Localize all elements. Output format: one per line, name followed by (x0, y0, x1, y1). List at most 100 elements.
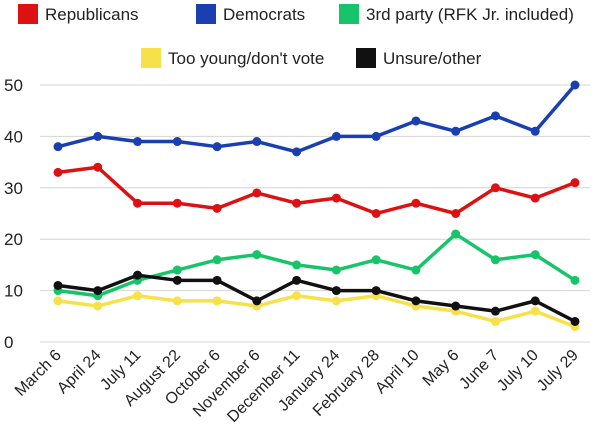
data-point (451, 126, 461, 136)
x-tick-label: July 10 (494, 347, 542, 395)
y-tick-label: 10 (4, 282, 23, 301)
data-point (490, 316, 500, 326)
series-line (56, 293, 577, 329)
y-tick-label: 20 (4, 230, 23, 249)
series-4 (53, 270, 580, 326)
legend-label: Democrats (223, 5, 305, 24)
data-point (331, 296, 341, 306)
data-point (252, 250, 262, 260)
data-point (212, 296, 222, 306)
legend-swatch (356, 48, 376, 68)
legend-item: 3rd party (RFK Jr. included) (339, 4, 574, 24)
data-point (451, 301, 461, 311)
data-point (93, 162, 103, 172)
data-point (530, 126, 540, 136)
grid-lines (40, 84, 590, 343)
data-point (331, 131, 341, 141)
data-point (93, 286, 103, 296)
series-1 (53, 80, 580, 157)
data-point (292, 291, 302, 301)
data-point (53, 296, 63, 306)
data-point (53, 142, 63, 152)
data-point (292, 260, 302, 270)
x-tick-label: April 10 (372, 347, 422, 397)
data-point (212, 275, 222, 285)
data-point (252, 137, 262, 147)
data-point (371, 209, 381, 218)
legend-item: Republicans (18, 4, 139, 24)
data-point (570, 316, 580, 326)
legend-item: Too young/don't vote (141, 48, 324, 68)
legend-item: Unsure/other (356, 48, 482, 68)
data-point (212, 203, 222, 213)
data-point (172, 265, 182, 275)
data-point (212, 142, 222, 152)
data-point (411, 265, 421, 275)
legend-label: Too young/don't vote (168, 49, 324, 68)
data-point (172, 296, 182, 306)
data-point (252, 188, 262, 198)
series-line (56, 165, 577, 216)
data-point (172, 137, 182, 147)
data-point (371, 255, 381, 265)
data-point (530, 296, 540, 306)
x-tick-label: July 29 (534, 347, 582, 395)
data-point (53, 167, 63, 177)
y-tick-label: 0 (4, 333, 13, 352)
series-line (56, 232, 577, 298)
x-tick-label: June 7 (456, 347, 502, 393)
x-tick-label: May 6 (420, 347, 463, 390)
legend-item: Democrats (196, 4, 305, 24)
data-point (53, 280, 63, 290)
data-point (133, 137, 143, 147)
y-tick-label: 50 (4, 76, 23, 95)
data-point (212, 255, 222, 265)
data-point (172, 275, 182, 285)
legend-swatch (339, 4, 359, 24)
data-point (530, 306, 540, 316)
y-tick-label: 30 (4, 179, 23, 198)
legend-swatch (196, 4, 216, 24)
legend-label: 3rd party (RFK Jr. included) (366, 5, 574, 24)
data-point (331, 265, 341, 275)
series-line (56, 273, 577, 324)
data-point (292, 198, 302, 208)
data-point (490, 255, 500, 265)
x-tick-label: March 6 (12, 347, 65, 400)
data-point (133, 270, 143, 280)
data-point (530, 193, 540, 203)
data-point (490, 111, 500, 121)
x-tick-label: April 24 (54, 347, 104, 397)
data-point (570, 178, 580, 188)
data-point (490, 183, 500, 193)
data-point (252, 296, 262, 306)
legend-swatch (18, 4, 38, 24)
data-point (133, 198, 143, 208)
data-point (93, 301, 103, 311)
data-point (371, 286, 381, 296)
data-point (172, 198, 182, 208)
legend-swatch (141, 48, 161, 68)
data-point (451, 209, 461, 218)
data-point (331, 193, 341, 203)
data-point (570, 275, 580, 285)
data-point (133, 291, 143, 301)
data-point (570, 80, 580, 90)
data-point (331, 286, 341, 296)
data-point (292, 147, 302, 157)
legend-label: Republicans (45, 5, 139, 24)
data-point (451, 229, 461, 239)
series-0 (53, 162, 580, 218)
y-tick-label: 40 (4, 127, 23, 146)
data-point (490, 306, 500, 316)
data-point (411, 116, 421, 126)
data-point (411, 296, 421, 306)
data-point (292, 275, 302, 285)
data-point (411, 198, 421, 208)
series-2 (53, 229, 580, 301)
data-point (530, 250, 540, 260)
data-point (93, 131, 103, 141)
data-point (371, 131, 381, 141)
